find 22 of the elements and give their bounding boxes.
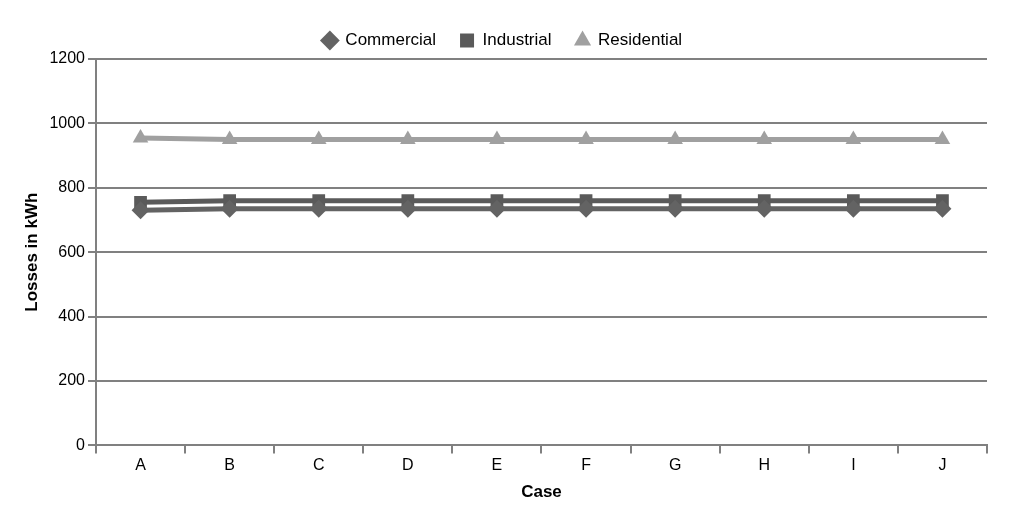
x-tick-label: B	[224, 456, 235, 474]
x-tick-label: C	[312, 456, 325, 474]
x-tick-label: I	[851, 456, 856, 474]
y-tick-label: 400	[58, 307, 86, 325]
y-tick-label: 800	[58, 178, 86, 196]
y-axis-title: Losses in kWh	[21, 192, 41, 312]
legend-label: Commercial	[345, 30, 437, 50]
y-tick-label: 0	[76, 435, 86, 453]
x-tick-label: J	[938, 456, 947, 474]
y-tick-label: 200	[58, 371, 86, 389]
x-tick-label: A	[135, 456, 147, 474]
x-axis-title: Case	[521, 482, 562, 502]
y-tick-label: 1200	[49, 49, 86, 67]
y-tick-label: 600	[58, 242, 86, 260]
x-tick-label: E	[491, 456, 503, 474]
x-tick-label: D	[402, 456, 414, 474]
x-tick-label: H	[758, 456, 771, 474]
x-tick-label: G	[668, 456, 682, 474]
y-tick-label: 1000	[49, 113, 86, 131]
legend-label: Residential	[598, 30, 683, 50]
x-tick-label: F	[581, 456, 592, 474]
legend-label: Industrial	[482, 30, 552, 50]
